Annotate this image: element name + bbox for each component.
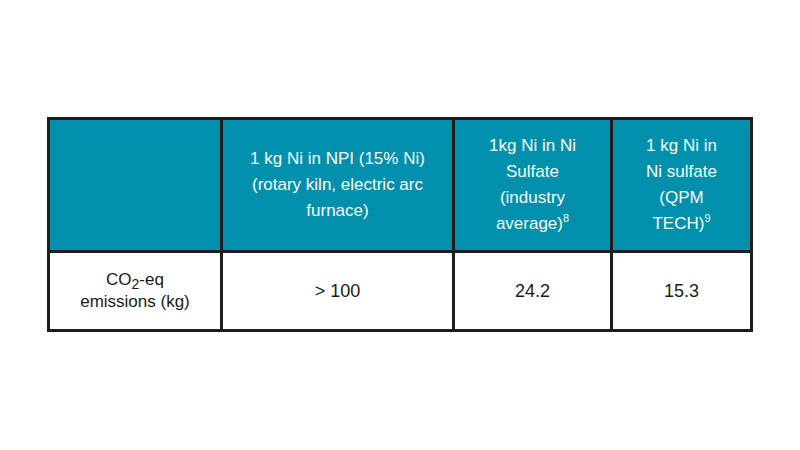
header-cell-ni-sulfate-industry: 1kg Ni in Ni Sulfate (industry average)8: [454, 119, 612, 252]
row-label-prefix: CO: [106, 270, 132, 289]
table-data-row: CO2-eq emissions (kg) > 100 24.2 15.3: [49, 252, 752, 331]
header-cell-empty: [49, 119, 222, 252]
table-header-row: 1 kg Ni in NPI (15% Ni) (rotary kiln, el…: [49, 119, 752, 252]
value-cell-npi: > 100: [222, 252, 454, 331]
row-label-cell: CO2-eq emissions (kg): [49, 252, 222, 331]
footnote-ref-9: 9: [704, 212, 710, 224]
page-background: 1 kg Ni in NPI (15% Ni) (rotary kiln, el…: [0, 0, 800, 450]
footnote-ref-8: 8: [563, 212, 569, 224]
emissions-comparison-table: 1 kg Ni in NPI (15% Ni) (rotary kiln, el…: [47, 117, 753, 332]
value-cell-ni-sulfate-qpm: 15.3: [612, 252, 752, 331]
header-cell-npi: 1 kg Ni in NPI (15% Ni) (rotary kiln, el…: [222, 119, 454, 252]
value-cell-ni-sulfate-industry: 24.2: [454, 252, 612, 331]
header-label-npi: 1 kg Ni in NPI (15% Ni) (rotary kiln, el…: [250, 149, 425, 220]
header-cell-ni-sulfate-qpm: 1 kg Ni in Ni sulfate (QPM TECH)9: [612, 119, 752, 252]
